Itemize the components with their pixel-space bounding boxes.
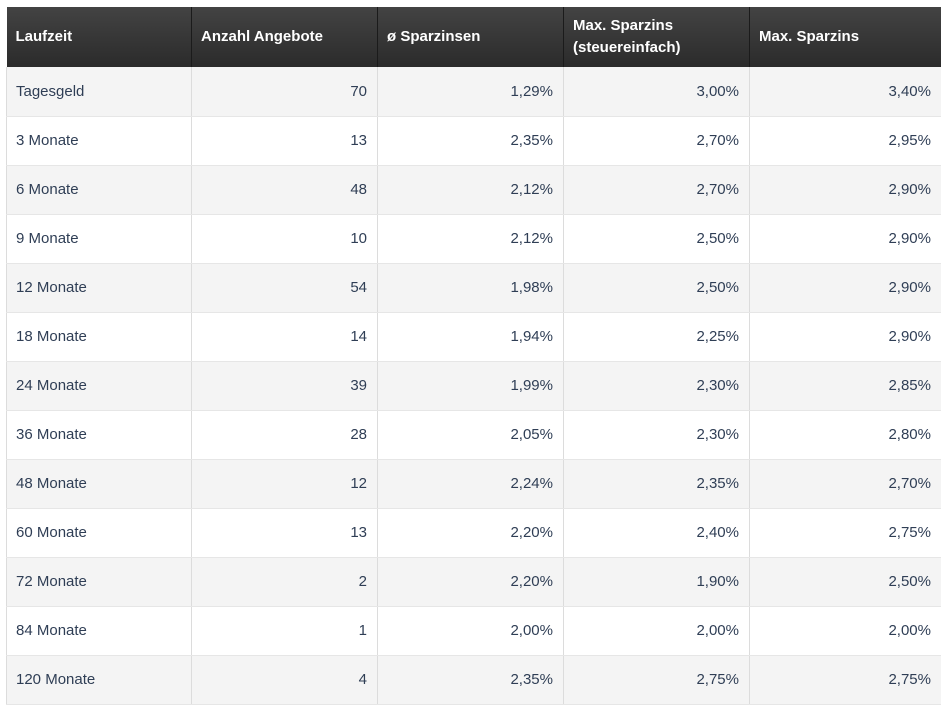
cell-term: 3 Monate: [6, 116, 192, 166]
cell-max-rate: 2,85%: [749, 361, 941, 411]
header-row: Laufzeit Anzahl Angebote ø Sparzinsen Ma…: [6, 7, 941, 67]
cell-avg-rate: 2,35%: [377, 116, 564, 166]
header-max-rate-tax-simple: Max. Sparzins (steuereinfach): [563, 7, 750, 67]
table-row: 48 Monate 12 2,24% 2,35% 2,70%: [6, 459, 941, 509]
table-row: 60 Monate 13 2,20% 2,40% 2,75%: [6, 508, 941, 558]
cell-avg-rate: 2,20%: [377, 508, 564, 558]
cell-max-rate: 2,90%: [749, 312, 941, 362]
cell-offers: 70: [191, 67, 378, 117]
cell-max-rate-tax-simple: 2,75%: [563, 655, 750, 705]
table-row: 120 Monate 4 2,35% 2,75% 2,75%: [6, 655, 941, 705]
table-body: Tagesgeld 70 1,29% 3,00% 3,40% 3 Monate 13 2,35…: [6, 67, 941, 705]
cell-max-rate-tax-simple: 2,70%: [563, 116, 750, 166]
cell-term: 12 Monate: [6, 263, 192, 313]
cell-max-rate-tax-simple: 2,25%: [563, 312, 750, 362]
cell-avg-rate: 1,94%: [377, 312, 564, 362]
cell-avg-rate: 2,00%: [377, 606, 564, 656]
header-max-rate-tax-simple-line1: Max. Sparzins: [573, 17, 674, 34]
cell-offers: 13: [191, 116, 378, 166]
cell-max-rate: 2,95%: [749, 116, 941, 166]
header-avg-rate: ø Sparzinsen: [377, 7, 564, 67]
cell-max-rate-tax-simple: 2,30%: [563, 410, 750, 460]
table-row: 84 Monate 1 2,00% 2,00% 2,00%: [6, 606, 941, 656]
cell-avg-rate: 2,12%: [377, 165, 564, 215]
table-row: 72 Monate 2 2,20% 1,90% 2,50%: [6, 557, 941, 607]
cell-term: 18 Monate: [6, 312, 192, 362]
cell-offers: 48: [191, 165, 378, 215]
cell-term: Tagesgeld: [6, 67, 192, 117]
cell-max-rate-tax-simple: 2,50%: [563, 214, 750, 264]
cell-max-rate-tax-simple: 2,30%: [563, 361, 750, 411]
cell-term: 9 Monate: [6, 214, 192, 264]
cell-max-rate: 2,90%: [749, 263, 941, 313]
cell-max-rate-tax-simple: 2,00%: [563, 606, 750, 656]
table-row: Tagesgeld 70 1,29% 3,00% 3,40%: [6, 67, 941, 117]
cell-term: 84 Monate: [6, 606, 192, 656]
cell-avg-rate: 2,12%: [377, 214, 564, 264]
cell-offers: 4: [191, 655, 378, 705]
cell-term: 60 Monate: [6, 508, 192, 558]
table-row: 6 Monate 48 2,12% 2,70% 2,90%: [6, 165, 941, 215]
cell-term: 48 Monate: [6, 459, 192, 509]
cell-offers: 10: [191, 214, 378, 264]
cell-term: 6 Monate: [6, 165, 192, 215]
savings-rates-table: Laufzeit Anzahl Angebote ø Sparzinsen Ma…: [6, 7, 941, 705]
header-offers: Anzahl Angebote: [191, 7, 378, 67]
cell-max-rate: 2,90%: [749, 165, 941, 215]
cell-avg-rate: 1,98%: [377, 263, 564, 313]
cell-max-rate-tax-simple: 3,00%: [563, 67, 750, 117]
cell-max-rate: 2,50%: [749, 557, 941, 607]
header-max-rate: Max. Sparzins: [749, 7, 941, 67]
table-row: 36 Monate 28 2,05% 2,30% 2,80%: [6, 410, 941, 460]
cell-offers: 1: [191, 606, 378, 656]
cell-max-rate-tax-simple: 2,35%: [563, 459, 750, 509]
table-row: 12 Monate 54 1,98% 2,50% 2,90%: [6, 263, 941, 313]
cell-max-rate: 2,00%: [749, 606, 941, 656]
cell-term: 24 Monate: [6, 361, 192, 411]
cell-term: 72 Monate: [6, 557, 192, 607]
table-row: 24 Monate 39 1,99% 2,30% 2,85%: [6, 361, 941, 411]
table-row: 3 Monate 13 2,35% 2,70% 2,95%: [6, 116, 941, 166]
cell-term: 120 Monate: [6, 655, 192, 705]
cell-avg-rate: 2,24%: [377, 459, 564, 509]
cell-avg-rate: 1,99%: [377, 361, 564, 411]
cell-max-rate: 2,70%: [749, 459, 941, 509]
cell-max-rate: 2,75%: [749, 508, 941, 558]
cell-offers: 2: [191, 557, 378, 607]
table-row: 18 Monate 14 1,94% 2,25% 2,90%: [6, 312, 941, 362]
cell-max-rate: 2,90%: [749, 214, 941, 264]
cell-avg-rate: 1,29%: [377, 67, 564, 117]
cell-max-rate: 2,80%: [749, 410, 941, 460]
cell-max-rate: 2,75%: [749, 655, 941, 705]
cell-offers: 39: [191, 361, 378, 411]
cell-max-rate-tax-simple: 1,90%: [563, 557, 750, 607]
cell-term: 36 Monate: [6, 410, 192, 460]
table-header: Laufzeit Anzahl Angebote ø Sparzinsen Ma…: [6, 7, 941, 67]
cell-offers: 28: [191, 410, 378, 460]
cell-max-rate-tax-simple: 2,50%: [563, 263, 750, 313]
cell-offers: 14: [191, 312, 378, 362]
cell-avg-rate: 2,05%: [377, 410, 564, 460]
cell-avg-rate: 2,35%: [377, 655, 564, 705]
cell-offers: 13: [191, 508, 378, 558]
cell-avg-rate: 2,20%: [377, 557, 564, 607]
cell-max-rate: 3,40%: [749, 67, 941, 117]
cell-offers: 12: [191, 459, 378, 509]
cell-offers: 54: [191, 263, 378, 313]
cell-max-rate-tax-simple: 2,70%: [563, 165, 750, 215]
table-row: 9 Monate 10 2,12% 2,50% 2,90%: [6, 214, 941, 264]
header-max-rate-tax-simple-line2: (steuereinfach): [573, 39, 681, 56]
cell-max-rate-tax-simple: 2,40%: [563, 508, 750, 558]
header-term: Laufzeit: [6, 7, 192, 67]
